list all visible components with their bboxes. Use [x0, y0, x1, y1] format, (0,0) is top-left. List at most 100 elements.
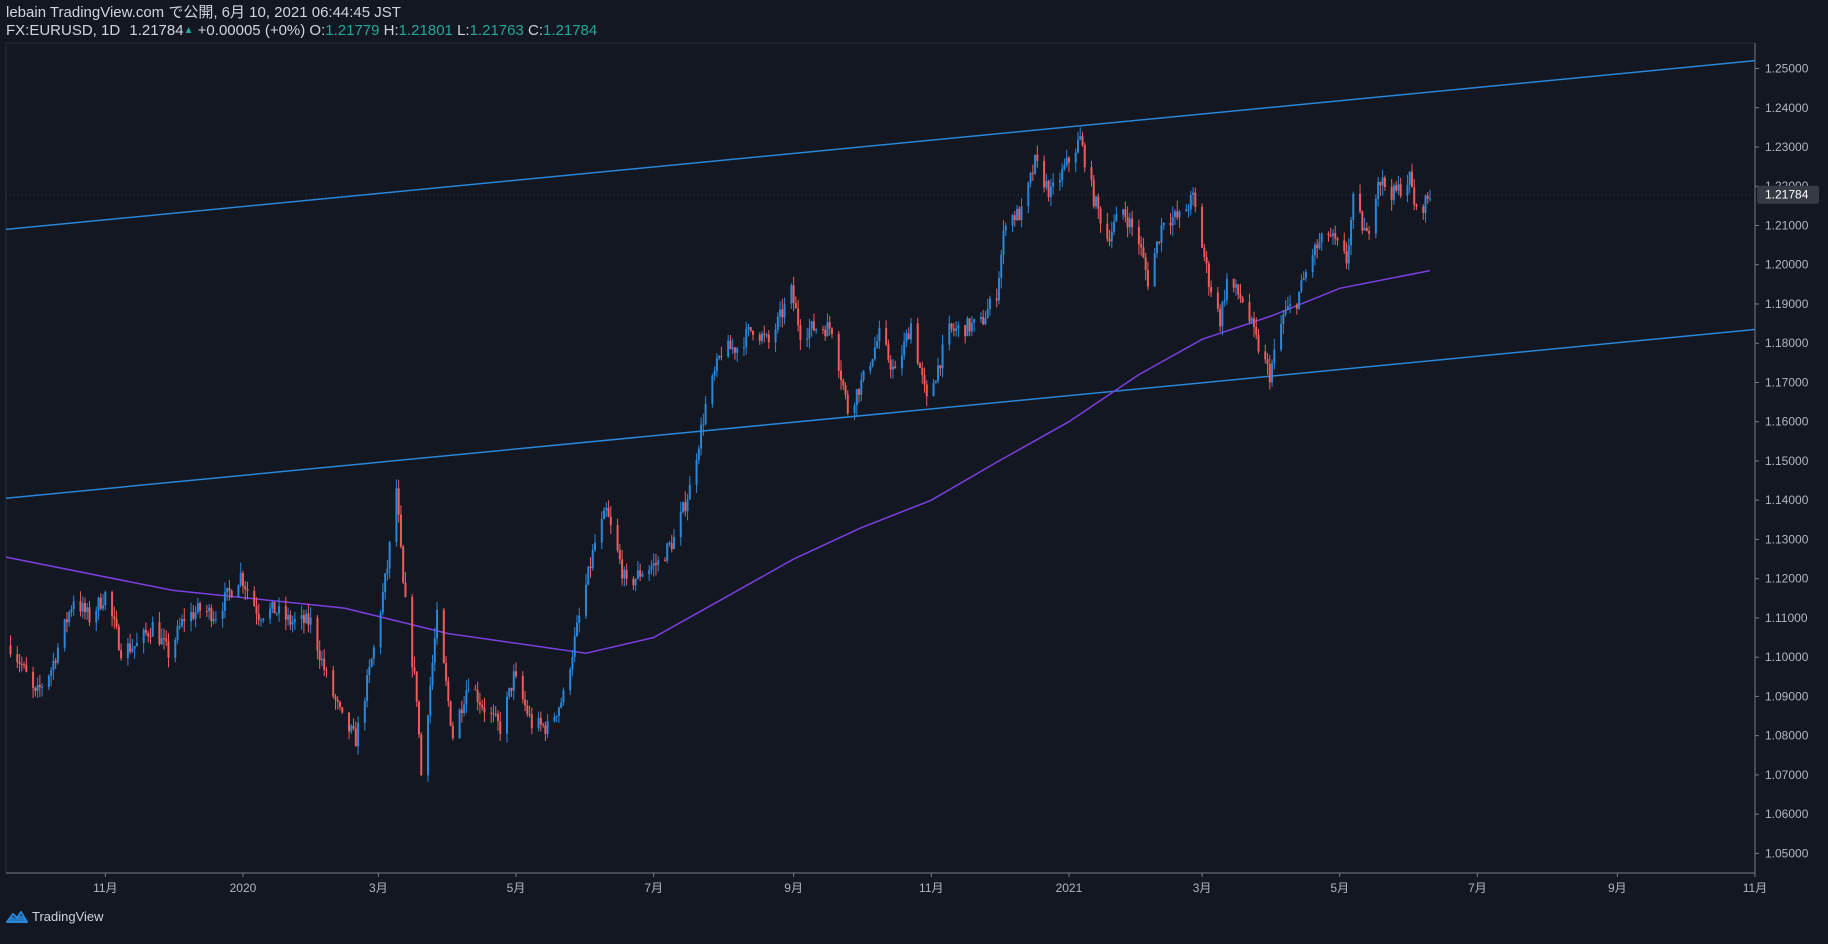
candle	[641, 570, 644, 578]
last-price-tag	[1757, 185, 1819, 204]
candle	[918, 362, 921, 369]
candle	[99, 593, 102, 611]
candle-body	[447, 681, 450, 702]
candle	[50, 666, 53, 687]
candle-body	[81, 603, 84, 612]
candle	[120, 643, 123, 661]
candle	[102, 594, 105, 611]
candle-body	[1336, 238, 1339, 241]
candle-body	[1221, 302, 1224, 327]
candle-body	[226, 588, 229, 593]
candle-body	[262, 618, 265, 621]
candle	[162, 628, 165, 650]
candle	[1169, 212, 1172, 235]
candle	[697, 445, 700, 465]
candle-body	[1031, 173, 1034, 175]
candle	[555, 715, 558, 723]
y-tick-label: 1.07000	[1765, 768, 1809, 782]
candle-body	[1131, 218, 1134, 228]
candle	[79, 591, 82, 617]
candle	[948, 315, 951, 351]
candle-body	[162, 638, 165, 640]
candle-body	[1099, 208, 1102, 224]
candle-body	[167, 641, 170, 658]
candle	[372, 644, 375, 666]
candle-body	[499, 721, 502, 734]
candle	[1352, 191, 1355, 229]
candle-body	[1327, 233, 1330, 236]
candle	[366, 669, 369, 708]
candle-body	[1331, 233, 1334, 237]
candle-body	[32, 671, 35, 688]
candle	[767, 330, 770, 349]
candle	[955, 321, 958, 337]
candle-body	[684, 502, 687, 512]
publish-line: lebain TradingView.com で公開, 6月 10, 2021 …	[6, 4, 401, 21]
candle	[688, 476, 691, 500]
candle-body	[386, 568, 389, 574]
candle	[1083, 142, 1086, 173]
trendline-1[interactable]	[5, 59, 1756, 231]
candle-body	[316, 617, 319, 651]
candle-body	[1201, 206, 1204, 248]
candle	[293, 611, 296, 630]
candle	[427, 714, 430, 783]
candle	[657, 555, 660, 572]
candle	[1158, 241, 1161, 245]
candle	[781, 298, 784, 328]
candle	[858, 388, 861, 403]
candle	[341, 707, 344, 714]
candle	[239, 562, 242, 588]
candle-body	[397, 488, 400, 515]
trendline-2[interactable]	[5, 328, 1756, 499]
x-tick-label: 2020	[230, 881, 257, 895]
tradingview-brand[interactable]: TradingView	[6, 909, 104, 924]
candle	[490, 707, 493, 723]
candle-body	[126, 643, 129, 659]
candle-body	[957, 325, 960, 329]
candle-body	[70, 609, 73, 613]
candle	[530, 707, 533, 735]
candle-body	[1343, 240, 1346, 252]
candle	[447, 676, 450, 707]
candle	[1232, 278, 1235, 293]
candle	[984, 311, 987, 326]
candle-body	[88, 607, 91, 623]
candle	[1020, 198, 1023, 228]
candle-body	[973, 319, 976, 323]
candle-body	[86, 607, 89, 613]
candle	[81, 596, 84, 619]
candle-body	[654, 563, 657, 565]
candle-body	[700, 424, 703, 449]
candle-body	[271, 601, 274, 609]
candle-body	[300, 615, 303, 619]
candle	[779, 301, 782, 327]
candle-body	[1329, 235, 1332, 237]
candle	[399, 505, 402, 549]
candle-body	[1126, 216, 1129, 228]
candle-body	[828, 322, 831, 329]
candle	[336, 696, 339, 710]
candle	[605, 502, 608, 518]
candle	[894, 360, 897, 369]
candle-body	[415, 671, 418, 702]
candle-body	[600, 519, 603, 543]
candle	[799, 319, 802, 350]
candle	[1365, 222, 1368, 232]
candle	[1155, 240, 1158, 259]
candle	[431, 654, 434, 691]
candle-body	[997, 277, 1000, 301]
candle	[815, 328, 818, 334]
candle-body	[1128, 218, 1131, 228]
candle	[1320, 232, 1323, 251]
candle	[474, 684, 477, 691]
candle	[18, 654, 21, 673]
candle	[824, 325, 827, 341]
candle	[589, 557, 592, 578]
candle-body	[571, 656, 574, 670]
candle-body	[871, 359, 874, 366]
y-tick-label: 1.19000	[1765, 297, 1809, 311]
candle-body	[309, 617, 312, 625]
